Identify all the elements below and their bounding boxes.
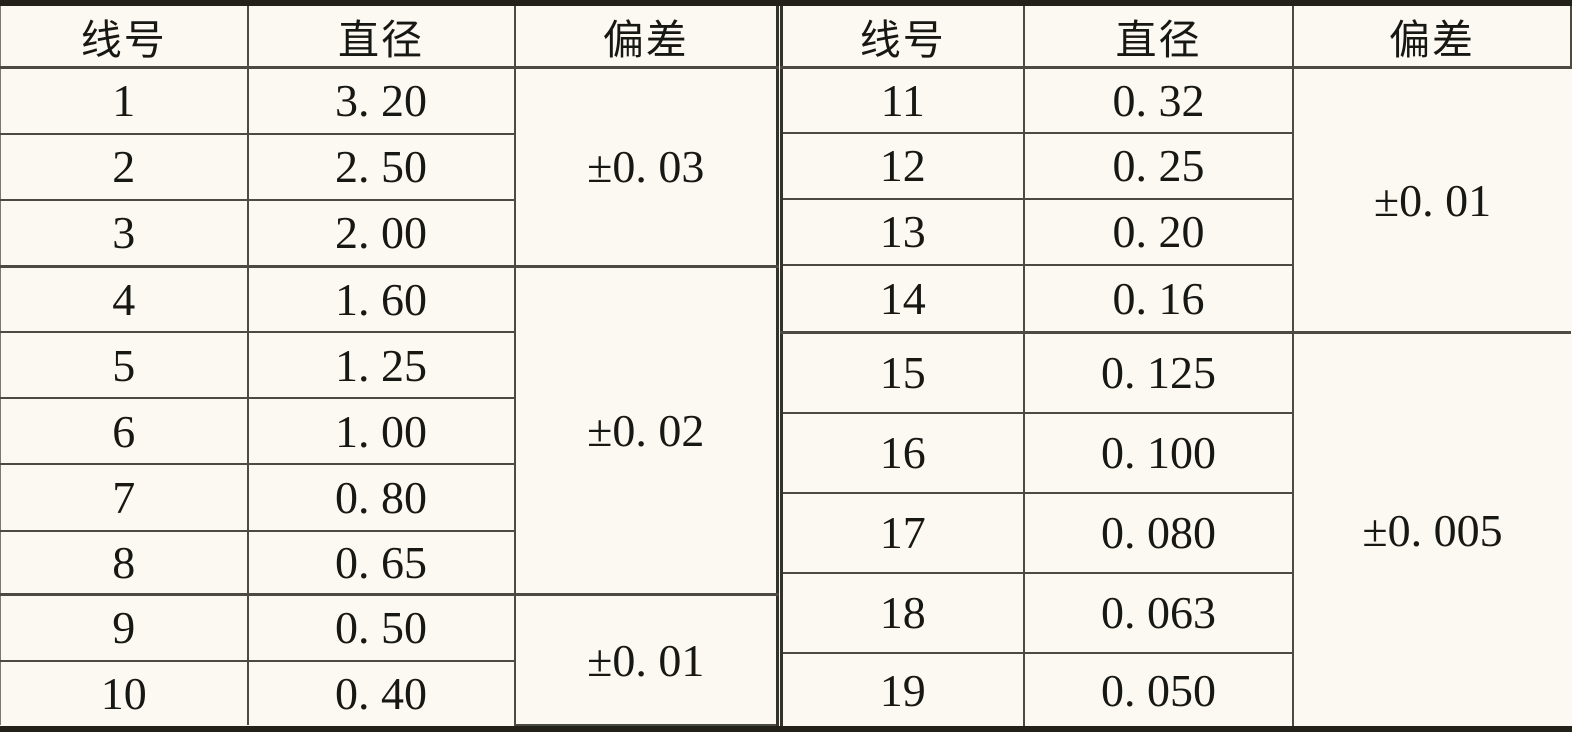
- cell-diameter: 0. 080: [1023, 491, 1294, 574]
- cell-deviation-group: ±0. 01: [1292, 66, 1571, 334]
- cell-line-no: 15: [781, 331, 1025, 414]
- table-divider-gap: [779, 6, 780, 726]
- cell-diameter: 0. 20: [1023, 197, 1294, 266]
- header-row: 线号 直径 偏差: [781, 6, 1572, 69]
- table-row: 10 0. 40: [0, 659, 778, 725]
- wire-table-right: 线号 直径 偏差 11 0. 32 ±0. 01 12 0. 25 13 0. …: [779, 6, 1572, 726]
- cell-line-no: 7: [0, 463, 249, 532]
- cell-deviation-group: ±0. 005: [1292, 331, 1571, 726]
- cell-line-no: 12: [781, 131, 1025, 200]
- table-row: 14 0. 16: [781, 263, 1571, 334]
- cell-diameter: 0. 32: [1023, 66, 1294, 134]
- cell-line-no: 18: [781, 571, 1025, 654]
- cell-diameter: 1. 25: [246, 331, 516, 400]
- cell-line-no: 14: [781, 263, 1025, 334]
- cell-diameter: 2. 00: [246, 198, 516, 268]
- cell-deviation-group: ±0. 03: [513, 66, 778, 268]
- table-row: 2 2. 50: [0, 132, 778, 201]
- table-row: 5 1. 25: [0, 331, 778, 400]
- cell-line-no: 19: [781, 651, 1025, 726]
- table-row: 16 0. 100: [781, 411, 1571, 494]
- header-row: 线号 直径 偏差: [0, 6, 779, 69]
- table-row: 17 0. 080: [781, 491, 1571, 574]
- cell-diameter: 0. 16: [1023, 263, 1294, 334]
- cell-line-no: 9: [0, 593, 249, 662]
- table-row: 12 0. 25: [781, 131, 1571, 200]
- table-row: 8 0. 65: [0, 529, 778, 596]
- table-row: 15 0. 125 ±0. 005: [781, 331, 1571, 726]
- cell-diameter: 1. 60: [246, 264, 516, 334]
- header-diameter: 直径: [246, 6, 516, 69]
- cell-diameter: 1. 00: [246, 397, 516, 466]
- cell-diameter: 0. 125: [1023, 331, 1294, 414]
- header-deviation: 偏差: [1292, 6, 1572, 69]
- cell-deviation-group: ±0. 02: [513, 264, 778, 596]
- cell-line-no: 4: [0, 264, 249, 334]
- cell-deviation-group: ±0. 01: [513, 593, 778, 726]
- cell-diameter: 0. 50: [246, 593, 516, 662]
- cell-diameter: 0. 65: [246, 529, 516, 596]
- cell-diameter: 0. 050: [1023, 651, 1294, 726]
- header-deviation: 偏差: [513, 6, 779, 69]
- cell-line-no: 11: [781, 66, 1025, 134]
- cell-diameter: 0. 063: [1023, 571, 1294, 654]
- table-row: 4 1. 60 ±0. 02: [0, 264, 778, 596]
- table-row: 1 3. 20 ±0. 03: [0, 66, 778, 268]
- cell-line-no: 1: [0, 66, 249, 135]
- cell-diameter: 2. 50: [246, 132, 516, 201]
- table-row: 19 0. 050: [781, 651, 1571, 726]
- cell-diameter: 3. 20: [246, 66, 516, 135]
- table-row: 18 0. 063: [781, 571, 1571, 654]
- table-row: 3 2. 00: [0, 198, 778, 268]
- table-row: 13 0. 20: [781, 197, 1571, 266]
- cell-line-no: 8: [0, 529, 249, 596]
- cell-diameter: 0. 100: [1023, 411, 1294, 494]
- header-line-no: 线号: [0, 6, 249, 69]
- table-row: 9 0. 50 ±0. 01: [0, 593, 778, 726]
- cell-line-no: 10: [0, 659, 249, 725]
- cell-line-no: 16: [781, 411, 1025, 494]
- cell-line-no: 13: [781, 197, 1025, 266]
- table-row: 6 1. 00: [0, 397, 778, 466]
- table-row: 7 0. 80: [0, 463, 778, 532]
- cell-diameter: 0. 40: [246, 659, 516, 725]
- cell-diameter: 0. 25: [1023, 131, 1294, 200]
- table-row: 11 0. 32 ±0. 01: [781, 66, 1571, 334]
- cell-line-no: 17: [781, 491, 1025, 574]
- cell-diameter: 0. 80: [246, 463, 516, 532]
- cell-line-no: 5: [0, 331, 249, 400]
- wire-table-left: 线号 直径 偏差 1 3. 20 ±0. 03 2 2. 50 3 2. 00 …: [0, 6, 779, 726]
- header-line-no: 线号: [781, 6, 1025, 69]
- cell-line-no: 2: [0, 132, 249, 201]
- header-diameter: 直径: [1023, 6, 1294, 69]
- cell-line-no: 3: [0, 198, 249, 268]
- cell-line-no: 6: [0, 397, 249, 466]
